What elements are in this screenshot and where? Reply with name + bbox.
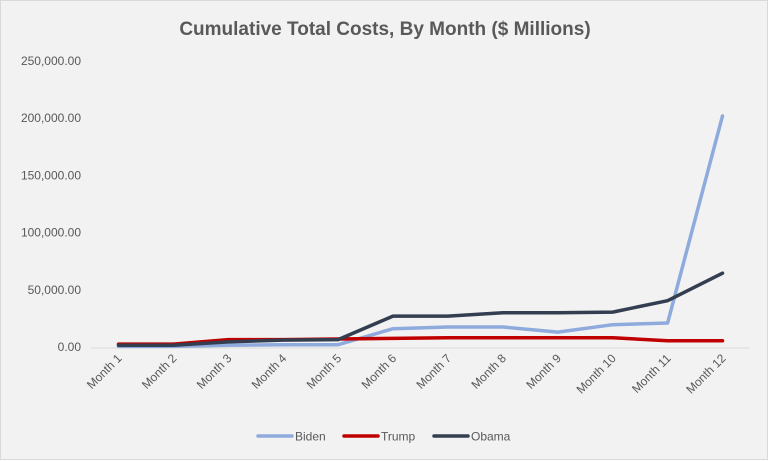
y-tick-label: 250,000.00 bbox=[21, 54, 81, 68]
legend: Biden Trump Obama bbox=[256, 430, 511, 444]
x-tick-label: Month 4 bbox=[249, 351, 290, 392]
x-tick-label: Month 11 bbox=[629, 351, 674, 396]
series-line-trump bbox=[116, 336, 725, 346]
x-tick-label: Month 9 bbox=[523, 351, 564, 392]
y-tick-label: 0.00 bbox=[58, 340, 82, 354]
x-tick-label: Month 3 bbox=[194, 351, 235, 392]
x-tick-label: Month 8 bbox=[468, 351, 509, 392]
x-tick-label: Month 12 bbox=[683, 351, 729, 397]
y-tick-label: 150,000.00 bbox=[21, 168, 81, 182]
legend-label: Obama bbox=[471, 430, 511, 444]
legend-item-obama: Obama bbox=[432, 430, 511, 444]
x-tick-label: Month 5 bbox=[304, 351, 345, 392]
legend-label: Trump bbox=[381, 430, 416, 444]
x-tick-label: Month 7 bbox=[414, 351, 455, 392]
y-tick-label: 200,000.00 bbox=[21, 111, 81, 125]
legend-item-trump: Trump bbox=[342, 430, 416, 444]
series-lines bbox=[116, 114, 725, 349]
legend-item-biden: Biden bbox=[256, 430, 326, 444]
x-axis: Month 1 Month 2 Month 3 Month 4 Month 5 Month… bbox=[84, 351, 729, 397]
y-tick-label: 50,000.00 bbox=[28, 283, 82, 297]
chart-title: Cumulative Total Costs, By Month ($ Mill… bbox=[179, 19, 590, 40]
series-line-biden bbox=[116, 114, 725, 349]
x-tick-label: Month 1 bbox=[84, 351, 125, 392]
x-tick-label: Month 6 bbox=[359, 351, 400, 392]
x-tick-label: Month 2 bbox=[139, 351, 180, 392]
series-line-obama bbox=[116, 271, 725, 348]
x-tick-label: Month 10 bbox=[574, 351, 620, 397]
legend-label: Biden bbox=[295, 430, 326, 444]
y-tick-label: 100,000.00 bbox=[21, 226, 81, 240]
y-axis: 0.00 50,000.00 100,000.00 150,000.00 200,000… bbox=[21, 54, 81, 354]
